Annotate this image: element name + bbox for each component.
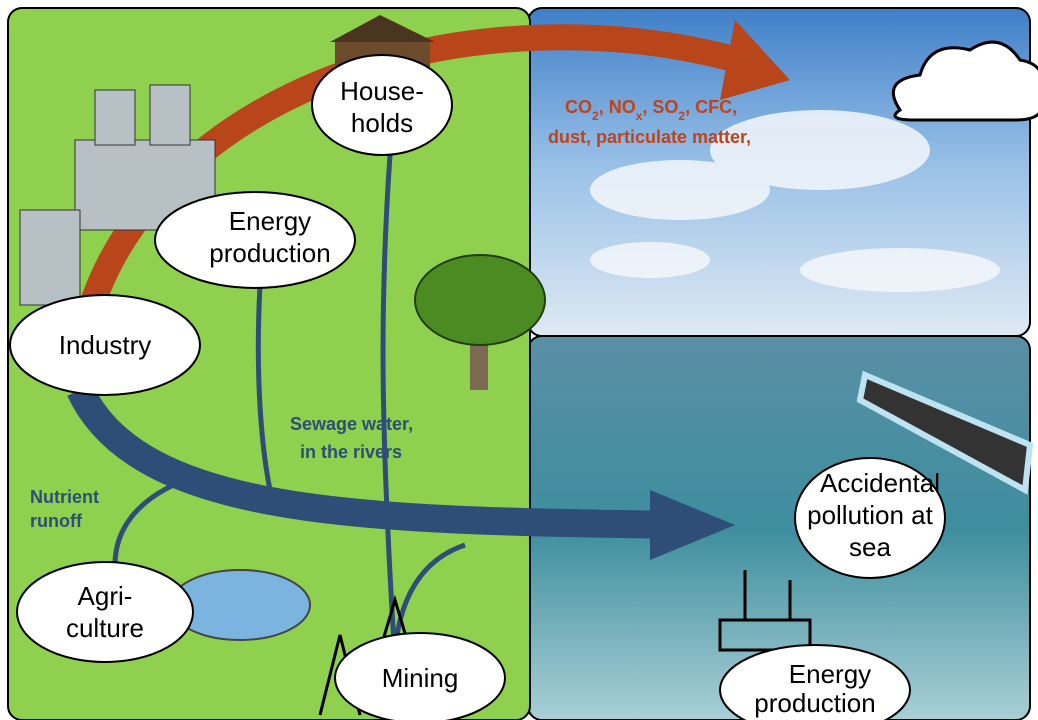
emission-text: , CFC, — [685, 97, 737, 117]
emission-text: , NO — [599, 97, 636, 117]
emissions-label: dust, particulate matter, — [548, 127, 751, 147]
node-label: Accidental — [820, 468, 940, 498]
node-label: culture — [66, 613, 144, 643]
node-industry: Industry — [10, 295, 200, 395]
emission-text: , SO — [642, 97, 678, 117]
diagram: House- holds Energy production Industry … — [0, 0, 1038, 720]
sewage-label: in the rivers — [300, 442, 402, 462]
node-mining: Mining — [335, 633, 505, 720]
node-accident: Accidental pollution at sea — [795, 458, 945, 578]
node-label: Agri- — [78, 581, 133, 611]
node-label: House- — [340, 76, 424, 106]
node-label: Mining — [382, 663, 459, 693]
page: House- holds Energy production Industry … — [0, 0, 1038, 720]
node-energy-land: Energy production — [155, 192, 355, 288]
node-label: Industry — [59, 330, 152, 360]
node-label: production — [754, 688, 875, 718]
node-households: House- holds — [312, 55, 452, 155]
node-label: production — [209, 238, 330, 268]
nutrient-label: runoff — [30, 511, 83, 531]
node-label: pollution at — [807, 500, 934, 530]
node-agriculture: Agri- culture — [17, 562, 193, 662]
node-label: sea — [849, 532, 891, 562]
node-label: Energy — [229, 206, 311, 236]
nutrient-label: Nutrient — [30, 487, 99, 507]
sewage-label: Sewage water, — [290, 414, 413, 434]
node-label: Energy — [789, 659, 871, 689]
node-label: holds — [351, 108, 413, 138]
emission-text: CO — [565, 97, 592, 117]
